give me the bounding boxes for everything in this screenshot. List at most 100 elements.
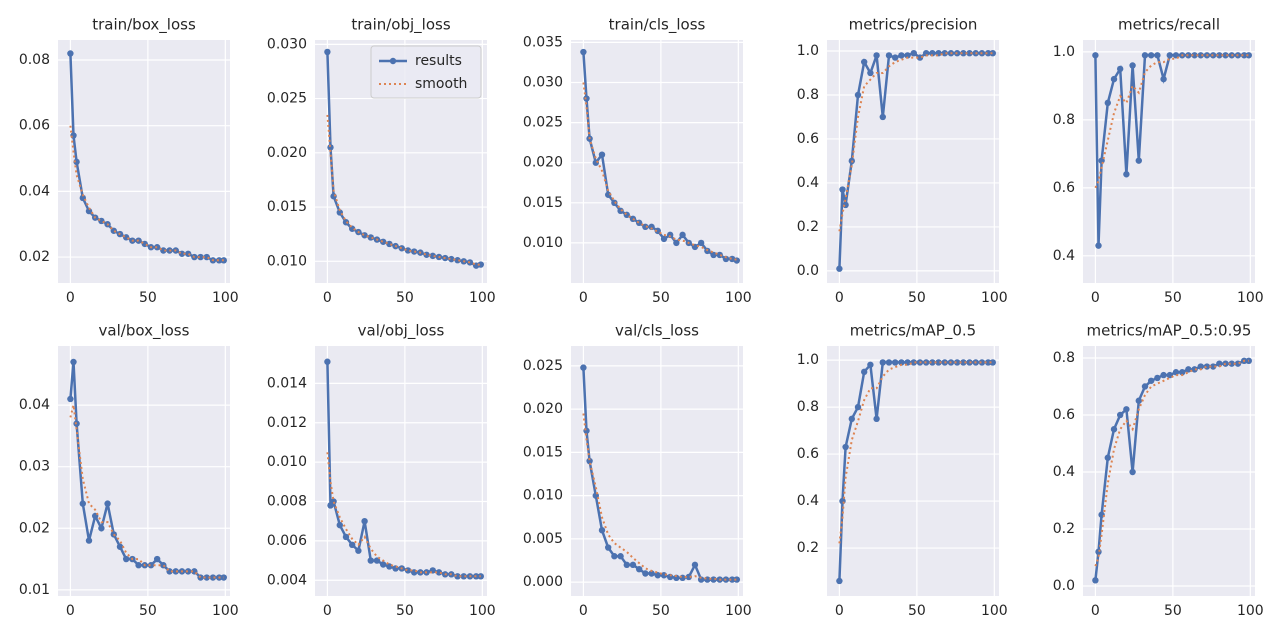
x-tick-label: 0 xyxy=(579,603,588,619)
point xyxy=(648,223,655,231)
point xyxy=(728,576,736,583)
subplot-title: train/box_loss xyxy=(92,16,196,35)
point xyxy=(842,443,849,451)
point xyxy=(910,359,917,366)
point xyxy=(367,557,374,564)
point xyxy=(1141,52,1149,59)
point xyxy=(70,132,77,139)
point xyxy=(172,568,179,575)
point xyxy=(854,403,862,411)
x-tick-label: 100 xyxy=(1237,290,1264,306)
point xyxy=(648,570,655,577)
point xyxy=(197,253,204,261)
point xyxy=(361,232,368,239)
point xyxy=(629,215,637,223)
subplot: metrics/mAP_0.5 0.2 0.4 0.6 0.8 1.0 0 50 100 xyxy=(797,322,1008,620)
point xyxy=(879,113,886,121)
point xyxy=(666,231,674,239)
point xyxy=(598,527,606,534)
legend-label: results xyxy=(415,53,462,69)
point xyxy=(839,497,846,505)
y-tick-label: 0.4 xyxy=(797,175,819,191)
point xyxy=(604,544,612,551)
point xyxy=(184,568,192,575)
x-tick-label: 100 xyxy=(981,290,1008,306)
subplot: train/cls_loss 0.010 0.015 0.020 0.025 0.030 0… xyxy=(523,16,752,307)
x-tick-label: 100 xyxy=(1237,603,1264,619)
point xyxy=(953,359,961,366)
y-tick-label: 0.005 xyxy=(523,531,563,547)
x-tick-label: 100 xyxy=(981,603,1008,619)
point xyxy=(879,359,886,366)
point xyxy=(860,58,868,66)
point xyxy=(1166,371,1173,379)
x-tick-label: 100 xyxy=(725,603,752,619)
point xyxy=(1209,363,1217,370)
point xyxy=(1166,52,1173,59)
point xyxy=(885,359,893,366)
y-tick-label: 0.6 xyxy=(1053,407,1075,423)
point xyxy=(1147,52,1155,59)
subplot-title: metrics/mAP_0.5 xyxy=(850,322,976,341)
y-tick-label: 0.0 xyxy=(797,263,819,279)
y-tick-label: 0.014 xyxy=(267,375,307,391)
point xyxy=(454,573,461,580)
point xyxy=(324,48,331,56)
point xyxy=(367,234,374,241)
subplot-title: val/cls_loss xyxy=(615,322,699,341)
x-tick-label: 50 xyxy=(1164,290,1182,306)
legend-box xyxy=(370,45,482,99)
subplot: train/box_loss 0.02 0.04 0.06 0.08 0 50 100 xyxy=(19,16,239,307)
point xyxy=(342,533,350,541)
point xyxy=(122,555,130,563)
point xyxy=(929,359,936,366)
point xyxy=(733,576,741,583)
y-tick-label: 0.08 xyxy=(19,52,50,68)
y-tick-label: 0.025 xyxy=(267,91,307,107)
point xyxy=(373,557,381,564)
y-tick-label: 1.0 xyxy=(1053,44,1075,60)
point xyxy=(679,231,686,239)
point xyxy=(836,577,843,585)
point xyxy=(839,186,846,193)
point xyxy=(1110,75,1118,83)
point xyxy=(477,573,485,580)
point xyxy=(1123,406,1130,413)
point xyxy=(642,570,649,577)
point xyxy=(1197,363,1204,370)
y-tick-label: 0.004 xyxy=(267,572,307,588)
y-tick-label: 0.010 xyxy=(267,253,307,269)
x-tick-label: 0 xyxy=(66,603,75,619)
point xyxy=(733,257,741,264)
y-tick-label: 0.020 xyxy=(523,155,563,171)
x-tick-label: 50 xyxy=(139,290,157,306)
point xyxy=(404,567,412,574)
point xyxy=(848,415,855,423)
x-tick-label: 50 xyxy=(908,290,926,306)
subplot-title: train/obj_loss xyxy=(351,16,450,35)
smooth-line xyxy=(69,125,224,262)
y-tick-label: 0.6 xyxy=(797,131,819,147)
point xyxy=(454,257,461,264)
point xyxy=(860,368,868,376)
y-tick-label: 0.010 xyxy=(523,235,563,251)
plot-area xyxy=(58,346,230,596)
point xyxy=(220,574,228,581)
point xyxy=(460,573,467,580)
point xyxy=(586,457,593,465)
point xyxy=(98,525,105,532)
point xyxy=(147,562,155,569)
subplot-title: val/box_loss xyxy=(99,322,190,341)
point xyxy=(635,565,643,573)
y-tick-label: 0.8 xyxy=(1053,350,1075,366)
point xyxy=(327,144,334,151)
plot-area xyxy=(571,346,743,596)
x-tick-label: 50 xyxy=(396,290,414,306)
y-tick-label: 0.010 xyxy=(523,488,563,504)
point xyxy=(722,255,730,263)
point xyxy=(1154,374,1161,382)
legend-label: smooth xyxy=(415,76,467,92)
point xyxy=(654,572,661,579)
point xyxy=(342,219,350,226)
smooth-line xyxy=(69,404,224,579)
